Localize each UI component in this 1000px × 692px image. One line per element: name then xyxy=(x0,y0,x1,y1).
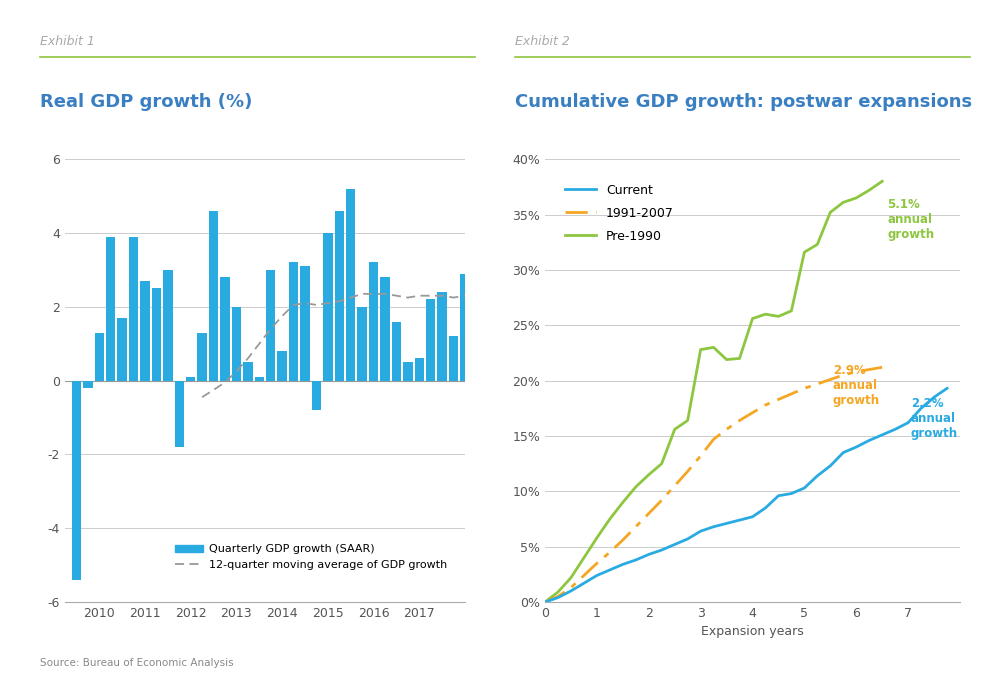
Bar xyxy=(106,237,115,381)
Bar xyxy=(460,273,470,381)
Bar xyxy=(232,307,241,381)
Bar xyxy=(243,362,253,381)
Bar xyxy=(403,362,413,381)
X-axis label: Expansion years: Expansion years xyxy=(701,626,804,639)
Text: Source: Bureau of Economic Analysis: Source: Bureau of Economic Analysis xyxy=(40,657,234,668)
Text: 2.2%
annual
growth: 2.2% annual growth xyxy=(911,397,958,440)
Bar xyxy=(186,377,195,381)
Bar xyxy=(380,277,390,381)
Bar xyxy=(472,266,481,381)
Bar xyxy=(346,189,355,381)
Bar xyxy=(175,381,184,447)
Bar xyxy=(255,377,264,381)
Bar xyxy=(220,277,230,381)
Bar xyxy=(209,211,218,381)
Bar xyxy=(483,266,493,381)
Bar xyxy=(117,318,127,381)
Bar xyxy=(197,333,207,381)
Bar xyxy=(335,211,344,381)
Bar xyxy=(266,270,275,381)
Bar xyxy=(323,233,333,381)
Bar xyxy=(72,381,81,580)
Bar xyxy=(95,333,104,381)
Bar xyxy=(140,281,150,381)
Legend: Current, 1991-2007, Pre-1990: Current, 1991-2007, Pre-1990 xyxy=(560,179,679,248)
Text: Real GDP growth (%): Real GDP growth (%) xyxy=(40,93,252,111)
Text: 2.9%
annual
growth: 2.9% annual growth xyxy=(833,364,880,407)
Text: 5.1%
annual
growth: 5.1% annual growth xyxy=(887,198,934,241)
Bar xyxy=(357,307,367,381)
Text: Cumulative GDP growth: postwar expansions: Cumulative GDP growth: postwar expansion… xyxy=(515,93,972,111)
Legend: Quarterly GDP growth (SAAR), 12-quarter moving average of GDP growth: Quarterly GDP growth (SAAR), 12-quarter … xyxy=(171,540,451,574)
Bar xyxy=(83,381,93,388)
Text: Exhibit 2: Exhibit 2 xyxy=(515,35,570,48)
Bar xyxy=(437,292,447,381)
Text: Exhibit 1: Exhibit 1 xyxy=(40,35,95,48)
Bar xyxy=(163,270,173,381)
Bar xyxy=(312,381,321,410)
Bar xyxy=(449,336,458,381)
Bar xyxy=(392,322,401,381)
Bar xyxy=(277,351,287,381)
Bar xyxy=(415,358,424,381)
Bar xyxy=(152,289,161,381)
Bar xyxy=(129,237,138,381)
Bar xyxy=(426,300,435,381)
Bar xyxy=(300,266,310,381)
Bar xyxy=(369,262,378,381)
Bar xyxy=(289,262,298,381)
